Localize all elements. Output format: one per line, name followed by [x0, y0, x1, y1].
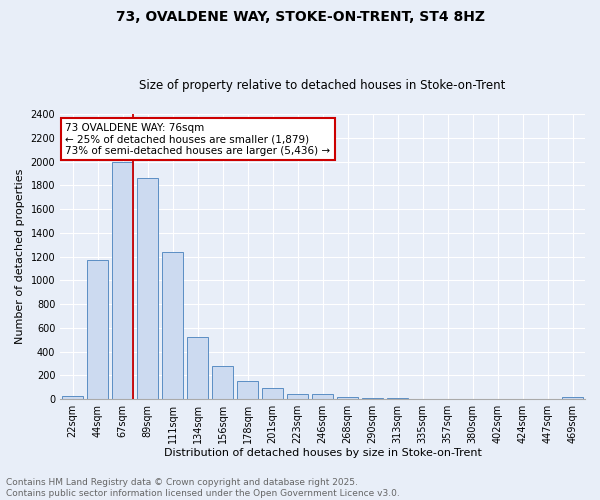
X-axis label: Distribution of detached houses by size in Stoke-on-Trent: Distribution of detached houses by size … [164, 448, 482, 458]
Bar [312, 394, 333, 399]
Bar [287, 394, 308, 399]
Bar [462, 398, 483, 399]
Bar [187, 338, 208, 399]
Bar [112, 162, 133, 399]
Bar [137, 178, 158, 399]
Bar [437, 398, 458, 399]
Bar [162, 252, 183, 399]
Bar [562, 398, 583, 399]
Bar [87, 260, 108, 399]
Bar [62, 396, 83, 399]
Bar [237, 380, 258, 399]
Bar [262, 388, 283, 399]
Y-axis label: Number of detached properties: Number of detached properties [15, 169, 25, 344]
Text: Contains HM Land Registry data © Crown copyright and database right 2025.
Contai: Contains HM Land Registry data © Crown c… [6, 478, 400, 498]
Text: 73 OVALDENE WAY: 76sqm
← 25% of detached houses are smaller (1,879)
73% of semi-: 73 OVALDENE WAY: 76sqm ← 25% of detached… [65, 122, 331, 156]
Bar [362, 398, 383, 399]
Bar [212, 366, 233, 399]
Title: Size of property relative to detached houses in Stoke-on-Trent: Size of property relative to detached ho… [139, 79, 506, 92]
Bar [387, 398, 408, 399]
Bar [412, 398, 433, 399]
Text: 73, OVALDENE WAY, STOKE-ON-TRENT, ST4 8HZ: 73, OVALDENE WAY, STOKE-ON-TRENT, ST4 8H… [115, 10, 485, 24]
Bar [337, 396, 358, 399]
Bar [487, 398, 508, 399]
